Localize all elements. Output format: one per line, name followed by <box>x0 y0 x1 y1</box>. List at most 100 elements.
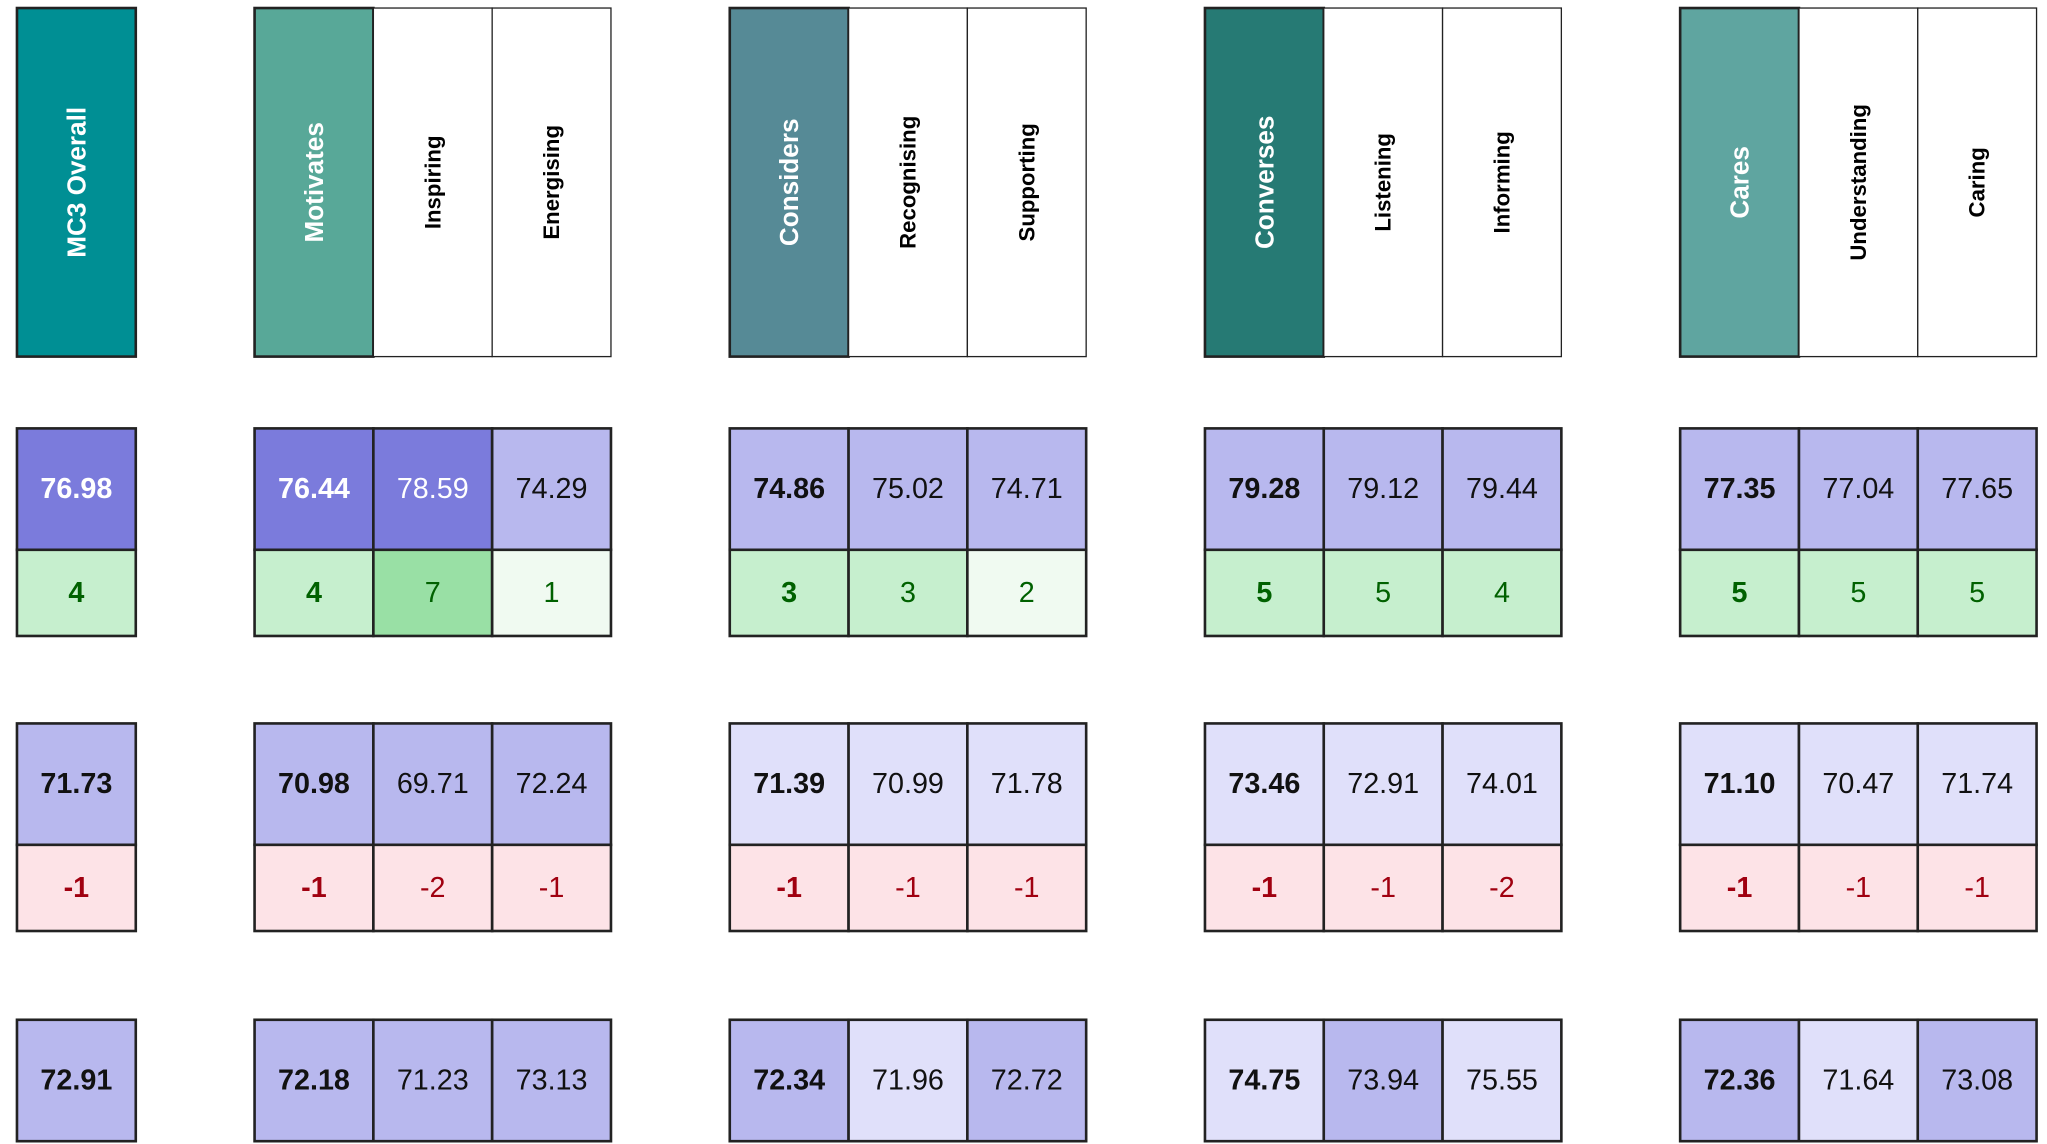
change-value: -1 <box>301 872 327 904</box>
change-value: -2 <box>420 872 446 904</box>
change-cell <box>253 548 375 638</box>
score-value: 71.64 <box>1822 1064 1894 1096</box>
header-cell <box>1323 7 1444 358</box>
score-cell <box>728 722 850 847</box>
score-cell <box>1441 427 1563 552</box>
score-value: 72.91 <box>40 1064 112 1096</box>
score-value: 71.10 <box>1704 768 1776 800</box>
score-value: 73.13 <box>516 1064 588 1096</box>
change-cell <box>1322 548 1444 638</box>
header-label: MC3 Overall <box>61 107 91 258</box>
change-value: -1 <box>539 872 565 904</box>
score-cell <box>1916 427 2038 552</box>
score-value: 78.59 <box>397 473 469 505</box>
change-value: 4 <box>1494 577 1510 609</box>
score-value: 71.23 <box>397 1064 469 1096</box>
score-cell <box>372 427 494 552</box>
change-value: -1 <box>1014 872 1040 904</box>
change-cell <box>1441 843 1563 933</box>
score-cell <box>1797 722 1920 847</box>
header-cell <box>1441 7 1563 358</box>
header-label: Converses <box>1249 116 1279 249</box>
score-cell <box>1797 427 1920 552</box>
score-value: 74.29 <box>516 473 588 505</box>
change-value: -1 <box>64 872 90 904</box>
score-cell <box>966 1018 1088 1143</box>
change-value: 5 <box>1969 577 1985 609</box>
change-value: -1 <box>1846 872 1872 904</box>
score-cell <box>490 427 613 552</box>
header-cell <box>966 7 1087 358</box>
change-value: -1 <box>1727 872 1753 904</box>
score-value: 70.47 <box>1822 768 1894 800</box>
score-value: 74.86 <box>753 473 825 505</box>
header-cell <box>728 6 850 358</box>
score-value: 74.01 <box>1466 768 1538 800</box>
score-cell <box>1797 1018 1920 1143</box>
change-cell <box>15 843 138 933</box>
score-cell <box>15 427 138 552</box>
change-value: -1 <box>1370 872 1396 904</box>
score-cell <box>490 722 613 847</box>
header-cell <box>253 6 375 358</box>
header-label: Energising <box>539 125 564 240</box>
change-value: -1 <box>895 872 921 904</box>
change-cell <box>490 843 613 933</box>
header-label: Recognising <box>895 116 920 249</box>
change-cell <box>1203 843 1326 933</box>
change-value: 5 <box>1850 577 1866 609</box>
header-label: Understanding <box>1846 104 1871 261</box>
score-value: 70.99 <box>872 768 944 800</box>
score-value: 71.39 <box>753 768 825 800</box>
header-label: Motivates <box>299 122 329 242</box>
header-cell <box>1203 6 1326 358</box>
change-cell <box>1441 548 1563 638</box>
score-value: 74.71 <box>991 473 1063 505</box>
header-label: Caring <box>1965 147 1990 217</box>
score-value: 71.73 <box>40 768 112 800</box>
change-value: -2 <box>1489 872 1515 904</box>
score-value: 70.98 <box>278 768 350 800</box>
score-cell <box>253 1018 375 1143</box>
change-value: 2 <box>1019 577 1035 609</box>
score-value: 75.55 <box>1466 1064 1538 1096</box>
change-cell <box>1322 843 1444 933</box>
change-value: -1 <box>1964 872 1990 904</box>
score-cell <box>1441 1018 1563 1143</box>
change-value: 4 <box>306 577 322 609</box>
score-cell <box>1916 1018 2038 1143</box>
header-cell <box>491 7 612 358</box>
change-cell <box>1916 843 2038 933</box>
score-cell <box>15 722 138 847</box>
score-cell <box>490 1018 613 1143</box>
score-value: 76.44 <box>278 473 350 505</box>
change-cell <box>490 548 613 638</box>
change-value: 4 <box>68 577 84 609</box>
score-value: 73.08 <box>1941 1064 2013 1096</box>
score-value: 79.12 <box>1347 473 1419 505</box>
score-value: 69.71 <box>397 768 469 800</box>
score-value: 73.94 <box>1347 1064 1419 1096</box>
change-value: 1 <box>544 577 560 609</box>
change-cell <box>372 843 494 933</box>
change-cell <box>1203 548 1326 638</box>
change-value: 3 <box>900 577 916 609</box>
header-cell <box>372 7 493 358</box>
header-cell <box>15 6 138 358</box>
change-value: 5 <box>1732 577 1748 609</box>
score-value: 71.78 <box>991 768 1063 800</box>
change-value: 5 <box>1375 577 1391 609</box>
score-cell <box>372 722 494 847</box>
score-cell <box>847 1018 969 1143</box>
score-cell <box>1322 1018 1444 1143</box>
change-cell <box>966 548 1088 638</box>
score-value: 79.28 <box>1228 473 1300 505</box>
score-cell <box>966 722 1088 847</box>
header-label: Informing <box>1489 131 1514 233</box>
score-value: 77.65 <box>1941 473 2013 505</box>
change-cell <box>728 843 850 933</box>
header-label: Supporting <box>1014 123 1039 241</box>
score-cell <box>253 427 375 552</box>
change-cell <box>728 548 850 638</box>
